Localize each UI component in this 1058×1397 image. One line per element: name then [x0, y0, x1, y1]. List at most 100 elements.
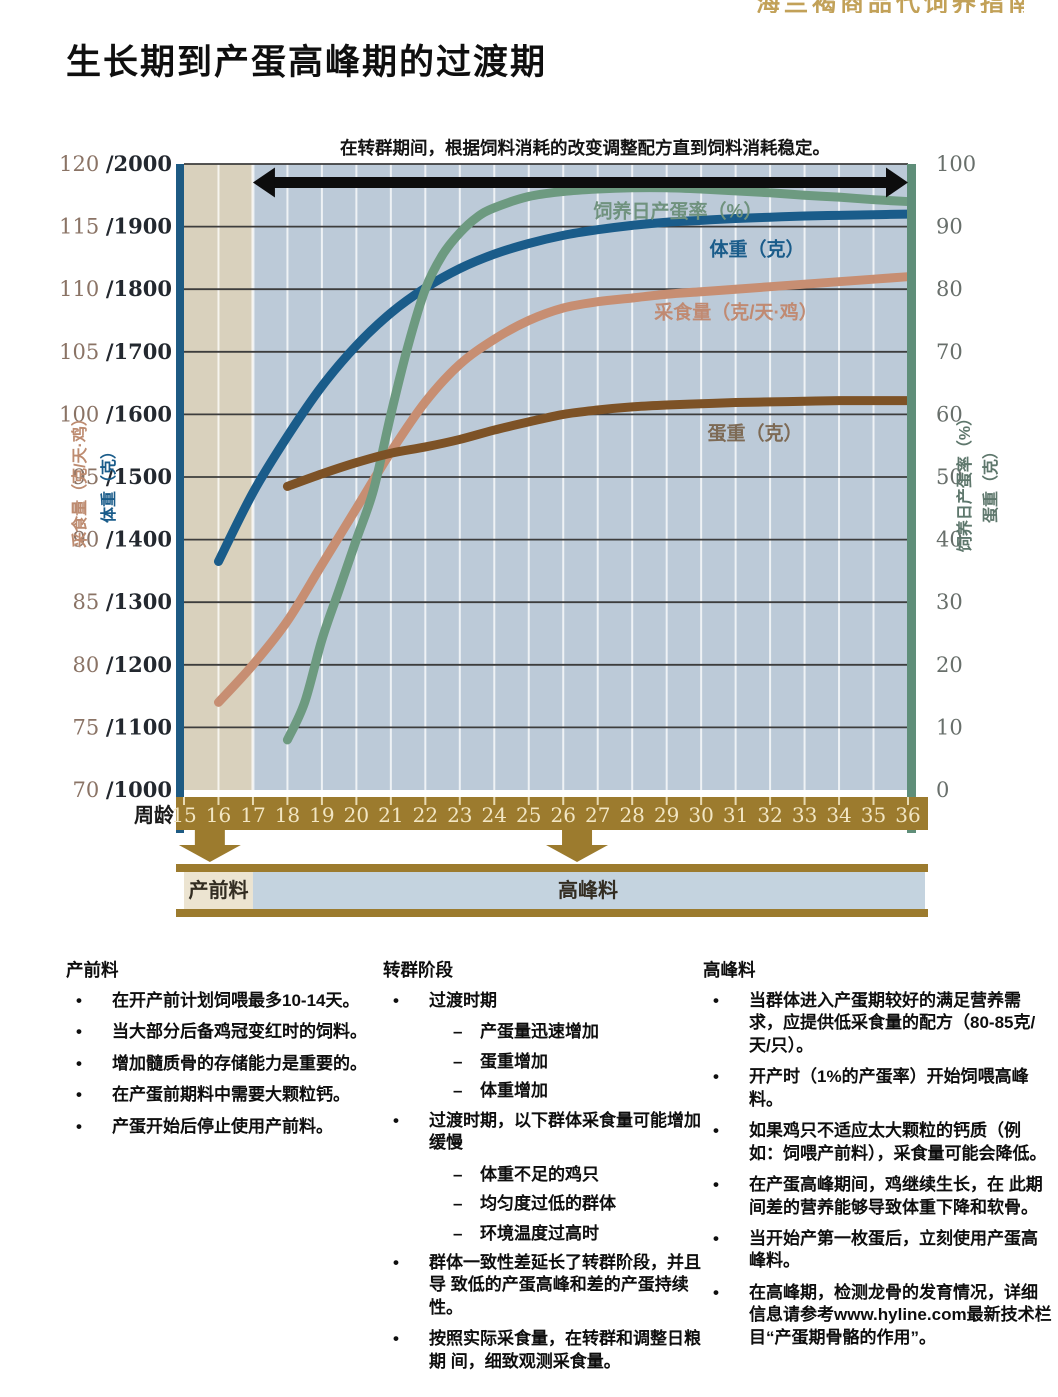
note-subitem: – 体重不足的鸡只	[453, 1164, 703, 1186]
note-item: • 在产蛋前期料中需要大颗粒钙。	[66, 1084, 378, 1106]
week-tick-label: 18	[275, 803, 300, 827]
right-tick-label: 10	[936, 715, 963, 739]
notes-column-transfer: 转群阶段 • 过渡时期 – 产蛋量迅速增加 – 蛋重增加 – 体重增加 • 过渡时期，以下群体采食…	[383, 957, 703, 1382]
partial-page-header-text: 海兰褐商品代饲养指南	[756, 0, 1024, 13]
week-tick-label: 28	[619, 803, 644, 827]
note-item: • 如果鸡只不适应太大颗粒的钙质（例如：饲喂产前料），采食量可能会降低。	[703, 1120, 1053, 1165]
note-text: 过渡时期，以下群体采食量可能增加 缓慢	[429, 1110, 701, 1153]
left-tick-label: 105 /1700	[59, 339, 172, 364]
series-curve-1	[213, 209, 913, 567]
note-item: • 开产时（1%的产蛋率）开始饲喂高峰料。	[703, 1066, 1053, 1111]
note-text: 在高峰期，检测龙骨的发育情况，详细信息请参考www.hyline.com最新技术…	[749, 1282, 1052, 1347]
left-tick-label: 110 /1800	[59, 276, 172, 301]
week-tick-label: 29	[654, 803, 679, 827]
left-tick-label: 100 /1600	[59, 401, 172, 426]
bullet-icon: •	[713, 1121, 719, 1141]
note-item: • 过渡时期，以下群体采食量可能增加 缓慢	[383, 1110, 703, 1155]
note-text: 如果鸡只不适应太大颗粒的钙质（例如：饲喂产前料），采食量可能会降低。	[749, 1121, 1047, 1163]
page-title: 生长期到产蛋高峰期的过渡期	[66, 43, 548, 82]
dash-icon: –	[453, 1022, 463, 1042]
left-tick-label: 90 /1400	[72, 527, 172, 552]
note-subitem: – 均匀度过低的群体	[453, 1193, 703, 1215]
feed-bar-segment	[184, 872, 253, 909]
week-axis-title: 周龄	[134, 803, 175, 827]
left-tick-label: 95 /1500	[72, 464, 172, 489]
week-tick-label: 32	[757, 803, 782, 827]
left-axis-title-body-weight: 体重（克）	[101, 442, 118, 524]
note-text: 群体一致性差延长了转群阶段，并且导 致低的产蛋高峰和差的产蛋持续性。	[429, 1252, 701, 1317]
chart-annotation: 在转群期间，根据饲料消耗的改变调整配方直到饲料消耗稳定。	[340, 138, 830, 158]
left-tick-label: 70 /1000	[72, 777, 172, 802]
right-tick-label: 60	[936, 402, 963, 426]
right-tick-label: 0	[936, 778, 949, 802]
note-item: • 当大部分后备鸡冠变红时的饲料。	[66, 1021, 378, 1043]
week-tick-label: 17	[240, 803, 265, 827]
week-tick-label: 24	[482, 803, 507, 827]
week-tick-label: 36	[895, 803, 920, 827]
notes-column-peak: 高峰料 • 当群体进入产蛋期较好的满足营养需求，应提供低采食量的配方（80-85克…	[703, 957, 1053, 1358]
note-text: 增加髓质骨的存储能力是重要的。	[112, 1053, 367, 1073]
series-curve-3	[282, 396, 913, 491]
right-tick-label: 30	[936, 590, 963, 614]
left-tick-label: 75 /1100	[72, 714, 172, 739]
curve-label-egg-weight: 蛋重（克）	[707, 423, 803, 445]
note-subitem: – 体重增加	[453, 1080, 703, 1102]
feed-bar-label: 产前料	[188, 878, 248, 902]
note-subitem: – 蛋重增加	[453, 1051, 703, 1073]
left-axis-spine	[176, 164, 184, 833]
feed-change-arrow-stem	[562, 830, 593, 845]
note-subitem: – 环境温度过高时	[453, 1223, 703, 1245]
partial-page-header: 海兰褐商品代饲养指南	[756, 0, 1024, 13]
curve-label-feed-intake: 采食量（克/天·鸡）	[654, 302, 818, 324]
feed-change-arrow-stem	[194, 830, 225, 845]
right-tick-label: 20	[936, 653, 963, 677]
bullet-icon: •	[76, 1022, 82, 1042]
note-text: 当大部分后备鸡冠变红时的饲料。	[112, 1022, 367, 1042]
dash-icon: –	[453, 1223, 463, 1243]
week-tick-label: 21	[378, 803, 403, 827]
right-axis-title-egg-weight: 蛋重（克）	[983, 442, 1000, 524]
transition-chart: 15 16 17 18 19 20 21 22 23 24 25 26 27 28 29 30 31 32 33 34…	[59, 151, 976, 917]
bullet-icon: •	[76, 1116, 82, 1136]
bullet-icon: •	[76, 1053, 82, 1073]
bullet-icon: •	[713, 1067, 719, 1087]
note-text: 在产蛋高峰期间，鸡继续生长，在 此期间差的营养能够导致体重下降和软骨。	[749, 1175, 1043, 1217]
notes-list: • 当群体进入产蛋期较好的满足营养需求，应提供低采食量的配方（80-85克/天/只…	[703, 990, 1053, 1349]
right-tick-label: 100	[936, 152, 976, 176]
note-text: 在产蛋前期料中需要大颗粒钙。	[112, 1085, 350, 1105]
notes-heading: 高峰料	[703, 960, 756, 980]
note-item: • 在开产前计划饲喂最多10-14天。	[66, 990, 378, 1012]
feed-bar-segment	[252, 872, 925, 909]
bullet-icon: •	[393, 1252, 399, 1272]
left-tick-label: 80 /1200	[72, 652, 172, 677]
week-tick-label: 16	[206, 803, 231, 827]
note-item: • 群体一致性差延长了转群阶段，并且导 致低的产蛋高峰和差的产蛋持续性。	[383, 1252, 703, 1319]
curve-label-body-weight: 体重（克）	[709, 239, 805, 261]
note-subtext: 产蛋量迅速增加	[480, 1022, 599, 1042]
bullet-icon: •	[713, 991, 719, 1010]
week-tick-label: 35	[861, 803, 886, 827]
note-item: • 在高峰期，检测龙骨的发育情况，详细信息请参考www.hyline.com最新技…	[703, 1282, 1053, 1349]
right-axis-spine	[907, 164, 916, 833]
feed-change-arrow-head	[178, 845, 241, 862]
note-item: • 当群体进入产蛋期较好的满足营养需求，应提供低采食量的配方（80-85克/天/只…	[703, 990, 1053, 1057]
week-tick-label: 27	[585, 803, 610, 827]
week-tick-label: 30	[688, 803, 713, 827]
transition-arrow-right-head	[886, 167, 908, 198]
note-item: • 当开始产第一枚蛋后，立刻使用产蛋高峰料。	[703, 1228, 1053, 1273]
transition-arrow-left-head	[252, 167, 275, 198]
bullet-icon: •	[713, 1228, 719, 1248]
note-subtext: 体重不足的鸡只	[480, 1164, 599, 1184]
week-tick-label: 31	[723, 803, 748, 827]
week-tick-label: 15	[171, 803, 196, 827]
right-tick-label: 90	[936, 215, 963, 239]
right-tick-label: 70	[936, 340, 963, 364]
dash-icon: –	[453, 1194, 463, 1214]
dash-icon: –	[453, 1164, 463, 1184]
notes-column-prelay: 产前料 • 在开产前计划饲喂最多10-14天。 • 当大部分后备鸡冠变红时的饲料。 • 增…	[66, 957, 378, 1147]
note-item: • 过渡时期	[383, 990, 703, 1012]
bullet-icon: •	[393, 991, 399, 1010]
right-tick-label: 50	[936, 465, 963, 489]
bullet-icon: •	[713, 1175, 719, 1195]
